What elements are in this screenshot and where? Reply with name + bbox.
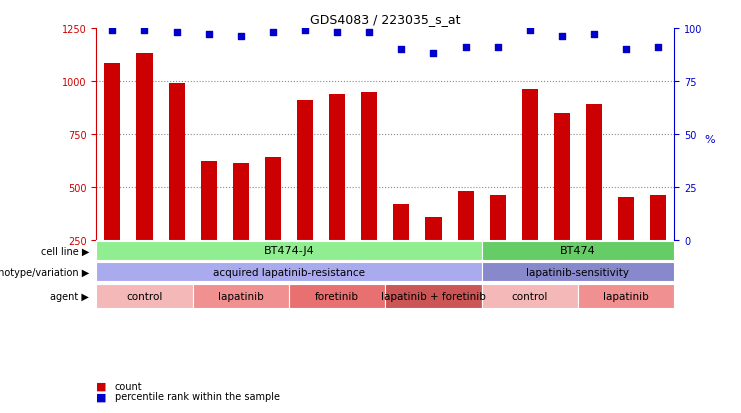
Point xyxy=(203,32,215,38)
Text: agent ▶: agent ▶ xyxy=(50,291,89,301)
Bar xyxy=(482,263,674,282)
Bar xyxy=(393,204,409,240)
Point xyxy=(396,47,408,53)
Point xyxy=(428,51,439,57)
Bar xyxy=(136,54,153,240)
Bar xyxy=(385,284,482,309)
Point xyxy=(139,28,150,34)
Bar xyxy=(522,90,538,240)
Point xyxy=(267,30,279,36)
Text: BT474: BT474 xyxy=(560,246,596,256)
Bar xyxy=(265,158,281,240)
Bar xyxy=(297,101,313,240)
Text: ■: ■ xyxy=(96,381,107,391)
Text: lapatinib: lapatinib xyxy=(603,291,649,301)
Bar xyxy=(233,163,249,240)
Bar xyxy=(193,284,289,309)
Text: BT474-J4: BT474-J4 xyxy=(264,246,314,256)
Bar xyxy=(586,105,602,240)
Text: lapatinib: lapatinib xyxy=(218,291,264,301)
Bar xyxy=(104,64,120,240)
Text: control: control xyxy=(511,291,548,301)
Point xyxy=(652,45,664,51)
Point xyxy=(459,45,471,51)
Text: foretinib: foretinib xyxy=(315,291,359,301)
Bar xyxy=(482,284,578,309)
Point xyxy=(524,28,536,34)
Title: GDS4083 / 223035_s_at: GDS4083 / 223035_s_at xyxy=(310,13,461,26)
Bar xyxy=(554,114,570,240)
Bar xyxy=(96,284,193,309)
Text: lapatinib-sensitivity: lapatinib-sensitivity xyxy=(526,267,630,277)
Bar xyxy=(289,284,385,309)
Point xyxy=(235,34,247,40)
Bar xyxy=(168,84,185,240)
Bar xyxy=(578,284,674,309)
Text: acquired lapatinib-resistance: acquired lapatinib-resistance xyxy=(213,267,365,277)
Bar xyxy=(96,263,482,282)
Point xyxy=(588,32,600,38)
Bar xyxy=(618,198,634,240)
Text: ■: ■ xyxy=(96,392,107,401)
Bar xyxy=(482,241,674,260)
Bar xyxy=(329,95,345,240)
Point xyxy=(556,34,568,40)
Bar xyxy=(96,241,482,260)
Y-axis label: %: % xyxy=(704,135,714,145)
Bar xyxy=(361,93,377,240)
Bar xyxy=(425,217,442,240)
Point xyxy=(299,28,311,34)
Point xyxy=(363,30,375,36)
Point xyxy=(331,30,343,36)
Bar xyxy=(651,196,666,240)
Text: cell line ▶: cell line ▶ xyxy=(41,246,89,256)
Bar xyxy=(490,196,505,240)
Point xyxy=(620,47,632,53)
Point xyxy=(170,30,182,36)
Text: percentile rank within the sample: percentile rank within the sample xyxy=(115,392,280,401)
Text: control: control xyxy=(126,291,163,301)
Text: count: count xyxy=(115,381,142,391)
Text: genotype/variation ▶: genotype/variation ▶ xyxy=(0,267,89,277)
Bar xyxy=(201,162,216,240)
Point xyxy=(107,28,119,34)
Point xyxy=(492,45,504,51)
Bar xyxy=(457,192,473,240)
Text: lapatinib + foretinib: lapatinib + foretinib xyxy=(381,291,486,301)
